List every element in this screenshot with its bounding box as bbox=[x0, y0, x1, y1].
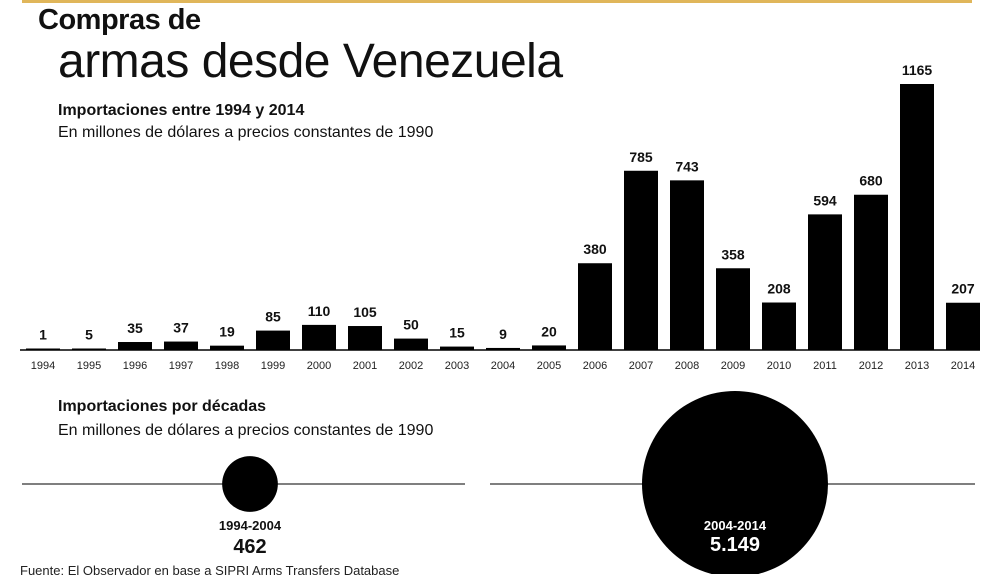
bar-value-label-2008: 743 bbox=[675, 158, 699, 174]
bar-value-label-2012: 680 bbox=[859, 173, 883, 189]
bar-value-label-2004: 9 bbox=[499, 326, 507, 342]
bar-2003 bbox=[440, 346, 474, 350]
bar-value-label-1999: 85 bbox=[265, 309, 281, 325]
x-tick-label-1998: 1998 bbox=[215, 360, 239, 372]
bar-chart-heading: Importaciones entre 1994 y 2014 bbox=[58, 102, 305, 119]
x-tick-label-1995: 1995 bbox=[77, 360, 101, 372]
bubble-chart-heading: Importaciones por décadas bbox=[58, 398, 267, 415]
bar-value-label-2001: 105 bbox=[353, 304, 377, 320]
bar-value-label-2002: 50 bbox=[403, 317, 419, 333]
bubble-period-label-1994-2004: 1994-2004 bbox=[218, 518, 282, 533]
bubble-2004-2014 bbox=[642, 391, 828, 574]
title-line-1: Compras de bbox=[38, 4, 201, 36]
bar-value-label-2003: 15 bbox=[449, 325, 465, 341]
bar-1999 bbox=[256, 330, 290, 350]
x-tick-label-2000: 2000 bbox=[307, 360, 331, 372]
bar-2004 bbox=[486, 347, 520, 350]
bar-value-label-1997: 37 bbox=[173, 320, 189, 336]
bar-value-label-2011: 594 bbox=[813, 192, 837, 208]
bar-value-label-1996: 35 bbox=[127, 320, 143, 336]
bar-value-label-2010: 208 bbox=[767, 281, 791, 297]
x-tick-label-2010: 2010 bbox=[767, 360, 791, 372]
x-tick-label-1996: 1996 bbox=[123, 360, 147, 372]
bar-value-label-1994: 1 bbox=[39, 327, 47, 343]
bar-1998 bbox=[210, 345, 244, 350]
bar-chart-subtitle: En millones de dólares a precios constan… bbox=[58, 124, 434, 141]
x-tick-label-1999: 1999 bbox=[261, 360, 285, 372]
bar-1996 bbox=[118, 342, 152, 350]
bar-value-label-2009: 358 bbox=[721, 246, 745, 262]
bar-2013 bbox=[900, 84, 934, 350]
bubble-value-label-2004-2014: 5.149 bbox=[709, 534, 761, 556]
x-tick-label-2014: 2014 bbox=[951, 360, 975, 372]
bubble-chart-subtitle: En millones de dólares a precios constan… bbox=[58, 422, 434, 439]
bar-value-label-2013: 1165 bbox=[902, 62, 933, 78]
page-title: armas desde Venezuela bbox=[58, 35, 563, 88]
bar-2014 bbox=[946, 302, 980, 350]
x-tick-label-2012: 2012 bbox=[859, 360, 883, 372]
bar-value-label-2007: 785 bbox=[629, 149, 653, 165]
x-tick-label-2004: 2004 bbox=[491, 360, 515, 372]
bar-1997 bbox=[164, 341, 198, 350]
bar-2005 bbox=[532, 345, 566, 350]
bubble-period-label-2004-2014: 2004-2014 bbox=[703, 518, 767, 533]
bar-2000 bbox=[302, 324, 336, 350]
bar-2006 bbox=[578, 263, 612, 350]
x-tick-label-2009: 2009 bbox=[721, 360, 745, 372]
bar-2008 bbox=[670, 180, 704, 350]
x-tick-label-2006: 2006 bbox=[583, 360, 607, 372]
bar-1994 bbox=[26, 348, 60, 350]
x-tick-label-2011: 2011 bbox=[813, 360, 837, 372]
x-tick-label-2007: 2007 bbox=[629, 360, 653, 372]
x-tick-label-2005: 2005 bbox=[537, 360, 561, 372]
bar-value-label-1998: 19 bbox=[219, 324, 235, 340]
bubble-1994-2004 bbox=[222, 456, 278, 512]
x-tick-label-1994: 1994 bbox=[31, 360, 55, 372]
bar-value-label-2005: 20 bbox=[541, 323, 557, 339]
bar-value-label-2014: 207 bbox=[951, 281, 975, 297]
bar-2011 bbox=[808, 214, 842, 350]
bar-value-label-1995: 5 bbox=[85, 327, 93, 343]
bar-2002 bbox=[394, 338, 428, 350]
bar-2012 bbox=[854, 194, 888, 350]
bar-2010 bbox=[762, 302, 796, 350]
x-tick-label-1997: 1997 bbox=[169, 360, 193, 372]
bar-value-label-2000: 110 bbox=[308, 303, 331, 319]
bar-2007 bbox=[624, 170, 658, 350]
bar-2001 bbox=[348, 326, 382, 350]
x-tick-label-2008: 2008 bbox=[675, 360, 699, 372]
x-tick-label-2001: 2001 bbox=[353, 360, 377, 372]
source-note: Fuente: El Observador en base a SIPRI Ar… bbox=[20, 563, 400, 578]
bar-value-label-2006: 380 bbox=[583, 241, 607, 257]
bubble-value-label-1994-2004: 462 bbox=[233, 536, 267, 558]
bar-1995 bbox=[72, 348, 106, 350]
x-tick-label-2013: 2013 bbox=[905, 360, 929, 372]
top-accent-line bbox=[22, 0, 972, 3]
bar-2009 bbox=[716, 268, 750, 350]
x-tick-label-2003: 2003 bbox=[445, 360, 469, 372]
x-tick-label-2002: 2002 bbox=[399, 360, 423, 372]
